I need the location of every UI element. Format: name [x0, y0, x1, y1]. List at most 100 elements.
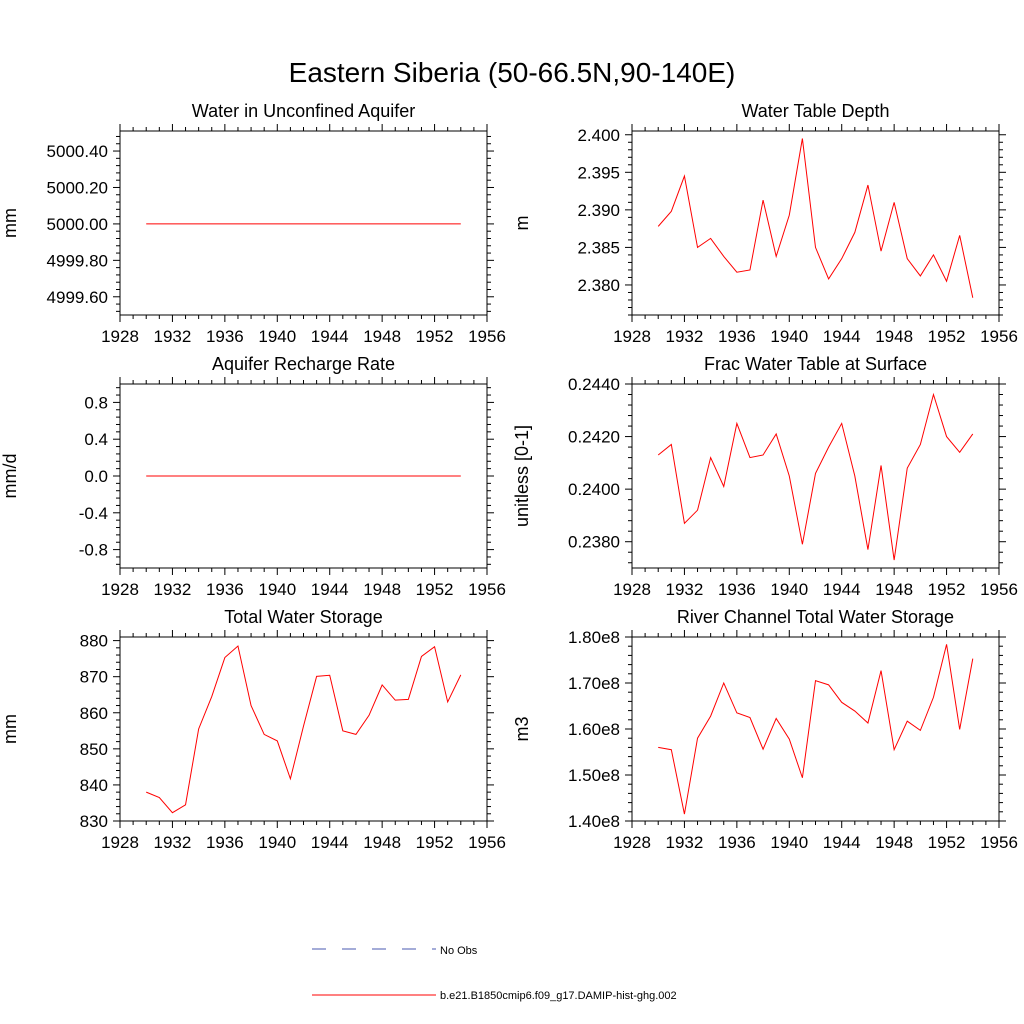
y-tick-label: 1.40e8 — [568, 812, 620, 831]
x-tick-label: 1948 — [363, 327, 401, 346]
figure-title: Eastern Siberia (50-66.5N,90-140E) — [289, 57, 736, 88]
plot-frame — [119, 130, 488, 316]
y-tick-label: 1.70e8 — [568, 674, 620, 693]
chart-panel-6: River Channel Total Water Storage m3 1928 1… — [512, 607, 1018, 852]
y-axis-label: mm — [0, 714, 20, 744]
plot-frame — [631, 130, 1000, 316]
x-tick-label: 1956 — [980, 833, 1018, 852]
y-tick-label: 0.2380 — [568, 533, 620, 552]
chart-panel-2: Water Table Depth m 1928 1932 1936 1940 1944 19… — [512, 101, 1018, 346]
y-tick-label: 0.2420 — [568, 428, 620, 447]
y-tick-label: 1.60e8 — [568, 720, 620, 739]
x-tick-label: 1932 — [666, 327, 704, 346]
chart-title: Water in Unconfined Aquifer — [192, 101, 415, 121]
legend-obs-label: No Obs — [440, 945, 478, 957]
y-tick-label: 0.2440 — [568, 375, 620, 394]
y-tick-label: 870 — [80, 668, 108, 687]
x-tick-label: 1944 — [823, 580, 861, 599]
chart-panel-3: Aquifer Recharge Rate mm/d 1928 1932 1936 194… — [0, 354, 506, 599]
x-tick-label: 1956 — [980, 580, 1018, 599]
x-tick-label: 1932 — [666, 580, 704, 599]
x-tick-label: 1952 — [928, 580, 966, 599]
x-tick-label: 1944 — [823, 327, 861, 346]
x-tick-label: 1928 — [101, 580, 139, 599]
x-tick-label: 1956 — [468, 580, 506, 599]
x-tick-label: 1932 — [154, 833, 192, 852]
y-tick-label: 1.80e8 — [568, 628, 620, 647]
y-tick-label: 4999.80 — [47, 251, 108, 270]
x-tick-label: 1940 — [258, 327, 296, 346]
chart-title: Total Water Storage — [224, 607, 382, 627]
series-line — [657, 138, 974, 298]
y-tick-label: 2.400 — [577, 126, 620, 145]
plot-frame — [631, 636, 1000, 822]
y-tick-label: 5000.40 — [47, 142, 108, 161]
x-tick-label: 1952 — [928, 833, 966, 852]
y-axis-label: m — [512, 216, 532, 231]
plot-frame — [119, 636, 488, 822]
x-tick-label: 1940 — [258, 833, 296, 852]
x-tick-label: 1928 — [613, 580, 651, 599]
x-tick-label: 1940 — [770, 327, 808, 346]
x-tick-label: 1948 — [875, 833, 913, 852]
y-tick-label: 5000.20 — [47, 178, 108, 197]
y-tick-label: 0.4 — [84, 430, 108, 449]
y-tick-label: 1.50e8 — [568, 766, 620, 785]
x-tick-label: 1952 — [416, 327, 454, 346]
x-tick-label: 1940 — [770, 580, 808, 599]
x-tick-label: 1944 — [311, 833, 349, 852]
legend: No Obs b.e21.B1850cmip6.f09_g17.DAMIP-hi… — [312, 945, 677, 1002]
y-tick-label: 860 — [80, 704, 108, 723]
x-tick-label: 1948 — [363, 580, 401, 599]
series-line — [146, 645, 462, 814]
x-tick-label: 1952 — [928, 327, 966, 346]
y-tick-label: 5000.00 — [47, 215, 108, 234]
legend-model-label: b.e21.B1850cmip6.f09_g17.DAMIP-hist-ghg.… — [440, 990, 677, 1002]
x-tick-label: 1956 — [468, 833, 506, 852]
y-tick-label: 0.2400 — [568, 480, 620, 499]
x-tick-label: 1936 — [718, 580, 756, 599]
x-tick-label: 1928 — [613, 327, 651, 346]
y-tick-label: 830 — [80, 812, 108, 831]
x-tick-label: 1928 — [101, 833, 139, 852]
x-tick-label: 1956 — [980, 327, 1018, 346]
y-tick-label: 0.8 — [84, 393, 108, 412]
x-tick-label: 1940 — [770, 833, 808, 852]
y-tick-label: 2.385 — [577, 238, 620, 257]
chart-panel-4: Frac Water Table at Surface unitless [0-1… — [512, 354, 1018, 599]
x-tick-label: 1928 — [101, 327, 139, 346]
y-axis-label: mm/d — [0, 454, 20, 499]
x-tick-label: 1928 — [613, 833, 651, 852]
x-tick-label: 1944 — [823, 833, 861, 852]
x-tick-label: 1936 — [206, 327, 244, 346]
y-axis-label: unitless [0-1] — [512, 425, 532, 527]
panels: Water in Unconfined Aquifer mm 1928 1932 193… — [0, 101, 1018, 852]
x-tick-label: 1956 — [468, 327, 506, 346]
chart-title: Water Table Depth — [741, 101, 889, 121]
x-tick-label: 1936 — [206, 833, 244, 852]
y-axis-label: m3 — [512, 716, 532, 741]
y-tick-label: 850 — [80, 740, 108, 759]
y-tick-label: 2.395 — [577, 163, 620, 182]
chart-panel-5: Total Water Storage mm 1928 1932 1936 1940 194… — [0, 607, 506, 852]
y-tick-label: 880 — [80, 632, 108, 651]
chart-title: Aquifer Recharge Rate — [212, 354, 395, 374]
x-tick-label: 1948 — [363, 833, 401, 852]
y-axis-label: mm — [0, 208, 20, 238]
series-line — [657, 392, 974, 561]
x-tick-label: 1948 — [875, 580, 913, 599]
y-tick-label: 2.380 — [577, 276, 620, 295]
y-tick-label: 840 — [80, 776, 108, 795]
x-tick-label: 1932 — [154, 580, 192, 599]
x-tick-label: 1944 — [311, 327, 349, 346]
chart-title: Frac Water Table at Surface — [704, 354, 927, 374]
y-tick-label: -0.8 — [79, 541, 108, 560]
x-tick-label: 1940 — [258, 580, 296, 599]
x-tick-label: 1932 — [666, 833, 704, 852]
x-tick-label: 1936 — [718, 833, 756, 852]
x-tick-label: 1952 — [416, 833, 454, 852]
x-tick-label: 1952 — [416, 580, 454, 599]
series-line — [658, 644, 974, 815]
y-tick-label: -0.4 — [79, 504, 108, 523]
